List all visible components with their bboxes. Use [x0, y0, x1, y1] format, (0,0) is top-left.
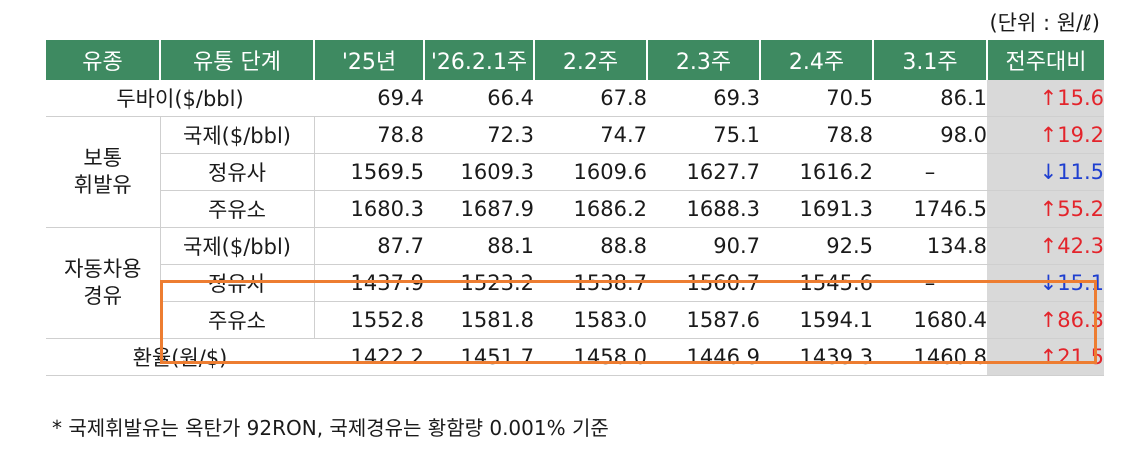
header-week-change: 전주대비	[986, 40, 1104, 80]
table-row-diesel-intl: 자동차용 경유 국제($/bbl) 87.7 88.1 88.8 90.7 92…	[46, 227, 1104, 339]
table-cell: 72.3	[424, 116, 534, 154]
table-cell: 1460.8	[873, 338, 987, 376]
table-row-gasoline-refinery: 정유사 1569.5 1609.3 1609.6 1627.7 1616.2 –…	[46, 153, 1104, 191]
change-cell: ↑55.2	[987, 190, 1104, 228]
header-feb-week2: 2.2주	[533, 40, 647, 80]
table-cell: 1437.9	[314, 264, 424, 302]
table-cell: 69.4	[314, 80, 424, 117]
stage-label: 국제($/bbl)	[159, 116, 315, 154]
table-cell: 1687.9	[424, 190, 534, 228]
table-cell: 1523.2	[424, 264, 534, 302]
change-cell: ↓11.5	[987, 153, 1104, 191]
table-cell: 1451.7	[424, 338, 534, 376]
table-cell: 70.5	[760, 80, 873, 117]
table-cell: 98.0	[873, 116, 987, 154]
change-cell: ↓15.1	[987, 264, 1104, 302]
change-cell: ↑86.3	[987, 301, 1104, 339]
stage-label: 정유사	[159, 153, 315, 191]
change-cell: ↑42.3	[987, 227, 1104, 265]
stage-label: 주유소	[159, 190, 315, 228]
table-cell: 88.8	[534, 227, 647, 265]
table-cell: 1422.2	[314, 338, 424, 376]
table-cell: 1746.5	[873, 190, 987, 228]
table-cell: 1587.6	[647, 301, 760, 339]
table-cell: 1583.0	[534, 301, 647, 339]
table-cell: 92.5	[760, 227, 873, 265]
group-label-diesel: 자동차용 경유	[46, 227, 160, 339]
row-label: 환율(원/$)	[46, 338, 314, 376]
stage-label: 주유소	[159, 301, 315, 339]
table-cell: 1581.8	[424, 301, 534, 339]
table-cell: 67.8	[534, 80, 647, 117]
table-cell: –	[873, 264, 987, 302]
table-cell: 78.8	[314, 116, 424, 154]
table-cell: 1552.8	[314, 301, 424, 339]
table-cell: 1439.3	[760, 338, 873, 376]
header-2025: '25년	[313, 40, 424, 80]
table-cell: 1609.3	[424, 153, 534, 191]
table-row-dubai: 두바이($/bbl) 69.4 66.4 67.8 69.3 70.5 86.1…	[46, 80, 1104, 117]
table-row-exchange-rate: 환율(원/$) 1422.2 1451.7 1458.0 1446.9 1439…	[46, 338, 1104, 376]
table-cell: 90.7	[647, 227, 760, 265]
unit-note: (단위 : 원/ℓ)	[989, 11, 1100, 35]
table-cell: 74.7	[534, 116, 647, 154]
table-row-gasoline-intl: 보통 휘발유 국제($/bbl) 78.8 72.3 74.7 75.1 78.…	[46, 116, 1104, 228]
table-cell: 1538.7	[534, 264, 647, 302]
table-cell: 1458.0	[534, 338, 647, 376]
table-cell: 1691.3	[760, 190, 873, 228]
stage-label: 정유사	[159, 264, 315, 302]
table-cell: 1616.2	[760, 153, 873, 191]
header-fuel-type: 유종	[46, 40, 160, 80]
group-label-gasoline: 보통 휘발유	[46, 116, 160, 228]
table-cell: 66.4	[424, 80, 534, 117]
fuel-price-table: 유종 유통 단계 '25년 '26.2.1주 2.2주 2.3주 2.4주 3.…	[46, 40, 1104, 376]
header-feb-week1: '26.2.1주	[423, 40, 534, 80]
table-cell: 87.7	[314, 227, 424, 265]
change-cell: ↑19.2	[987, 116, 1104, 154]
change-cell: ↑15.6	[987, 80, 1104, 117]
header-feb-week4: 2.4주	[759, 40, 873, 80]
footnote: * 국제휘발유는 옥탄가 92RON, 국제경유는 황함량 0.001% 기준	[52, 416, 609, 440]
table-cell: 134.8	[873, 227, 987, 265]
table-cell: 1446.9	[647, 338, 760, 376]
table-cell: 1627.7	[647, 153, 760, 191]
table-cell: 78.8	[760, 116, 873, 154]
table-cell: 1680.3	[314, 190, 424, 228]
table-cell: 1569.5	[314, 153, 424, 191]
header-row: 유종 유통 단계 '25년 '26.2.1주 2.2주 2.3주 2.4주 3.…	[46, 40, 1104, 80]
table-row-diesel-station: 주유소 1552.8 1581.8 1583.0 1587.6 1594.1 1…	[46, 301, 1104, 339]
change-cell: ↑21.5	[987, 338, 1104, 376]
table-cell: 86.1	[873, 80, 987, 117]
header-feb-week3: 2.3주	[646, 40, 760, 80]
group-label-text: 자동차용 경유	[64, 256, 142, 308]
row-label: 두바이($/bbl)	[46, 80, 314, 117]
table-cell: 1688.3	[647, 190, 760, 228]
table-cell: 1609.6	[534, 153, 647, 191]
table-row-diesel-refinery: 정유사 1437.9 1523.2 1538.7 1560.7 1545.6 –…	[46, 264, 1104, 302]
table-cell: 1560.7	[647, 264, 760, 302]
header-stage: 유통 단계	[159, 40, 314, 80]
table-cell: 1594.1	[760, 301, 873, 339]
stage-label: 국제($/bbl)	[159, 227, 315, 265]
table-cell: 69.3	[647, 80, 760, 117]
table-cell: 88.1	[424, 227, 534, 265]
table-row-gasoline-station: 주유소 1680.3 1687.9 1686.2 1688.3 1691.3 1…	[46, 190, 1104, 228]
header-mar-week1: 3.1주	[872, 40, 987, 80]
highlight-box-diesel	[160, 280, 1097, 364]
table-cell: 1545.6	[760, 264, 873, 302]
table-cell: 1686.2	[534, 190, 647, 228]
group-label-text: 보통 휘발유	[73, 145, 132, 197]
table-cell: 1680.4	[873, 301, 987, 339]
table-cell: 75.1	[647, 116, 760, 154]
table-cell: –	[873, 153, 987, 191]
